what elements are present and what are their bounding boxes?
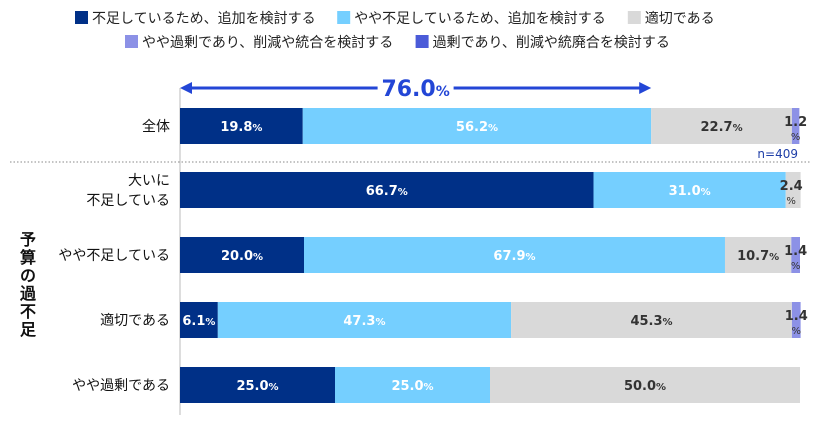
data-label-percent: % bbox=[791, 261, 801, 272]
bar-segment bbox=[217, 302, 512, 338]
legend-swatch bbox=[75, 11, 88, 24]
category-label: 適切である bbox=[100, 312, 170, 329]
legend-label: 不足しているため、追加を検討する bbox=[92, 11, 316, 27]
y-group-label-char: の bbox=[20, 266, 36, 285]
data-label: 56.2% bbox=[456, 120, 498, 135]
data-label: 22.7% bbox=[701, 120, 743, 135]
data-label: 47.3% bbox=[343, 314, 385, 329]
data-label: 19.8% bbox=[220, 120, 262, 135]
legend-label: やや過剰であり、削減や統合を検討する bbox=[142, 34, 393, 51]
data-label: 67.9% bbox=[493, 249, 535, 264]
data-label: 25.0% bbox=[236, 379, 278, 394]
category-label: やや不足している bbox=[58, 248, 170, 264]
n-label: n=409 bbox=[757, 147, 798, 161]
data-label-percent: % bbox=[786, 196, 796, 207]
data-label-percent: % bbox=[792, 326, 802, 337]
bar-segment bbox=[724, 237, 792, 273]
bar-segment bbox=[791, 302, 801, 338]
legend-swatch bbox=[337, 11, 351, 24]
bar-segment bbox=[304, 237, 725, 273]
legend-label: 過剰であり、削減や統廃合を検討する bbox=[433, 34, 670, 51]
data-label: 25.0% bbox=[391, 379, 433, 394]
category-label: 全体 bbox=[142, 118, 170, 135]
bar-segment bbox=[180, 172, 594, 208]
legend-swatch bbox=[415, 35, 429, 48]
bar-segment bbox=[511, 302, 792, 338]
bar-segment bbox=[490, 367, 800, 403]
y-group-label-char: 算 bbox=[20, 248, 36, 267]
annotation-bg bbox=[377, 74, 454, 102]
legend-swatch bbox=[627, 11, 641, 24]
bar-segment bbox=[180, 302, 218, 338]
bar-segment bbox=[180, 367, 335, 403]
bar-segment bbox=[335, 367, 490, 403]
bar-segment bbox=[791, 237, 800, 273]
y-group-label-char: 過 bbox=[19, 284, 37, 303]
y-group-label-char: 足 bbox=[20, 320, 37, 339]
data-label: 1.2 bbox=[784, 115, 807, 130]
arrow-right-icon bbox=[639, 82, 652, 94]
data-label: 66.7% bbox=[366, 184, 408, 199]
bar-segment bbox=[791, 108, 800, 144]
bar-segment bbox=[180, 108, 303, 144]
data-label: 20.0% bbox=[221, 249, 263, 264]
bar-segment bbox=[785, 172, 801, 208]
bar-segment bbox=[302, 108, 652, 144]
legend-swatch bbox=[125, 35, 138, 48]
bar-segment bbox=[593, 172, 786, 208]
data-label: 6.1% bbox=[182, 314, 215, 329]
arrow-left-icon bbox=[180, 82, 192, 94]
category-label: 大いに bbox=[128, 173, 170, 189]
category-label: やや過剰である bbox=[72, 378, 170, 394]
category-label: 不足している bbox=[86, 193, 170, 209]
legend-label: やや不足しているため、追加を検討する bbox=[354, 11, 606, 27]
data-label: 45.3% bbox=[630, 314, 672, 329]
legend-label: 適切である bbox=[645, 10, 715, 27]
data-label: 1.4 bbox=[785, 309, 808, 324]
data-label: 2.4 bbox=[780, 179, 803, 194]
data-label-percent: % bbox=[791, 132, 801, 143]
bar-segment bbox=[180, 237, 304, 273]
data-label: 1.4 bbox=[784, 244, 807, 259]
bar-segment bbox=[651, 108, 792, 144]
data-label: 50.0% bbox=[624, 379, 666, 394]
data-label: 31.0% bbox=[669, 184, 711, 199]
data-label: 10.7% bbox=[737, 249, 779, 264]
y-group-label-char: 予 bbox=[20, 230, 36, 249]
y-group-label-char: 不 bbox=[20, 302, 36, 321]
